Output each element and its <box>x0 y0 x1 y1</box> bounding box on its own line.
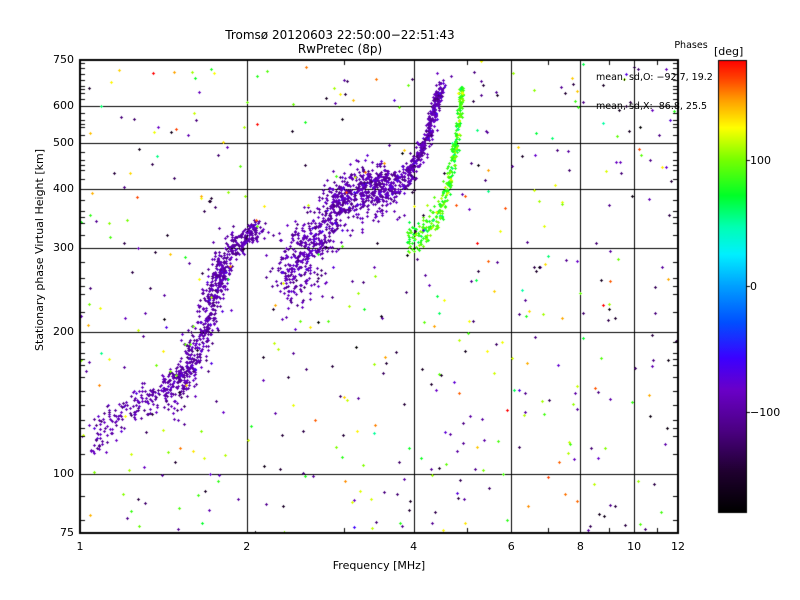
x-tick-label: 2 <box>243 540 251 553</box>
phase-statistics-x-mode: mean, sd,X: 86.8, 25.5 <box>596 101 708 112</box>
colorbar-tick-label: −100 <box>750 405 781 419</box>
y-tick-label: 200 <box>53 324 74 338</box>
x-tick-label: 10 <box>627 540 642 553</box>
plot-title-line-1: Tromsø 20120603 22:50:00−22:51:43 <box>225 28 455 42</box>
colorbar-unit-label: [deg] <box>714 45 744 58</box>
y-tick-label: 75 <box>60 526 74 539</box>
phase-statistics-o-mode: mean, sd,O: −92.7, 19.2 <box>596 71 713 83</box>
phase-statistics-block: Phases mean, sd,O: −92.7, 19.2 mean, sd,… <box>596 22 786 131</box>
y-tick-label: 300 <box>53 241 74 255</box>
colorbar-tick-label: 100 <box>750 154 771 168</box>
x-tick-label: 8 <box>576 540 584 553</box>
phase-statistics-heading: Phases <box>674 40 708 51</box>
x-tick-label: 1 <box>76 540 84 553</box>
y-tick-label: 600 <box>53 98 74 112</box>
y-tick-label: 400 <box>53 182 74 196</box>
plot-title-line-2: RwPretec (8p) <box>297 42 383 56</box>
x-tick-label: 12 <box>671 540 685 553</box>
y-tick-label: 750 <box>53 53 74 66</box>
y-tick-label: 100 <box>53 466 74 480</box>
x-axis-label: Frequency [MHz] <box>332 559 426 572</box>
colorbar-tick-label: 0 <box>750 280 757 293</box>
y-tick-label: 500 <box>53 136 74 150</box>
x-tick-label: 6 <box>507 540 515 553</box>
x-tick-label: 4 <box>410 540 418 553</box>
